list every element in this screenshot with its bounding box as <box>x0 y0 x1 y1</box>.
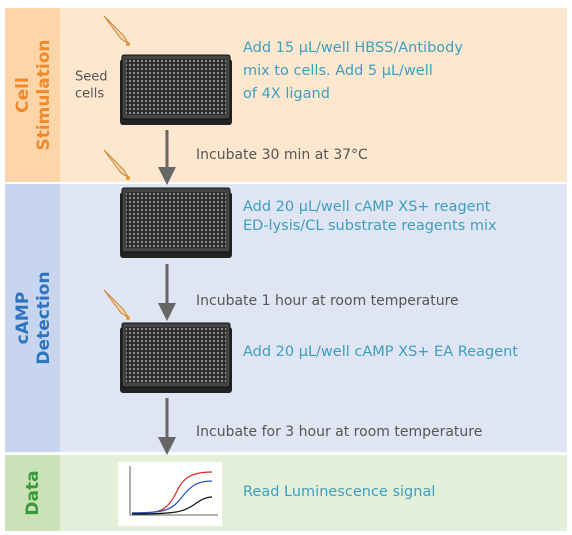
instruction: Read Luminescence signal <box>243 484 435 500</box>
section-title: Cell <box>13 77 33 113</box>
section-title: Stimulation <box>34 39 54 150</box>
seed-label: cells <box>75 87 104 102</box>
instruction: of 4X ligand <box>243 86 330 102</box>
protocol-diagram: Cell Stimulation cAMP Detection Data See… <box>0 0 572 535</box>
section-title: cAMP <box>13 292 33 345</box>
incubation: Incubate 1 hour at room temperature <box>196 293 459 309</box>
instruction: ED-lysis/CL substrate reagents mix <box>243 218 497 234</box>
incubation: Incubate for 3 hour at room temperature <box>196 424 482 440</box>
plate <box>120 323 232 393</box>
section-title: Detection <box>34 271 54 364</box>
instruction: Add 20 µL/well cAMP XS+ EA Reagent <box>243 344 518 360</box>
instruction: Add 20 µL/well cAMP XS+ reagent <box>243 199 491 215</box>
seed-label: Seed <box>75 70 108 85</box>
instruction: mix to cells. Add 5 µL/well <box>243 63 433 79</box>
incubation: Incubate 30 min at 37°C <box>196 147 368 163</box>
section-title: Data <box>23 470 43 515</box>
dose-response-icon <box>118 462 222 526</box>
instruction: Add 15 µL/well HBSS/Antibody <box>243 40 463 56</box>
plate <box>120 55 232 125</box>
plate <box>120 188 232 258</box>
